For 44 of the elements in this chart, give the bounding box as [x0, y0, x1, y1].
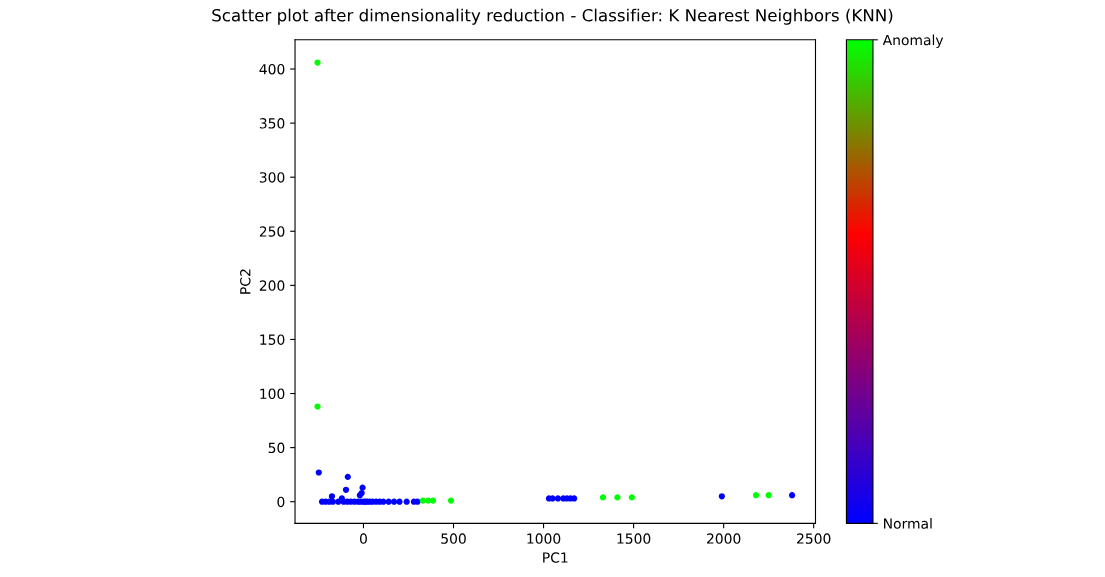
- point: [599, 494, 607, 501]
- point: [765, 492, 772, 499]
- point: [314, 403, 321, 410]
- color-bar-label: Anomaly: [882, 34, 944, 48]
- point: [328, 493, 336, 500]
- y-tick-label: 250: [259, 226, 285, 237]
- point: [403, 498, 410, 505]
- y-tick-label: 150: [260, 334, 285, 345]
- x-tick-label: 1000: [527, 533, 561, 544]
- y-tick-label: 300: [259, 172, 285, 183]
- point: [385, 498, 392, 505]
- point: [344, 473, 351, 480]
- x-tick-label: 1500: [617, 533, 651, 544]
- y-tick-label: 200: [259, 280, 285, 291]
- chart-title: Scatter plot after dimensionality reduction - Classifier: K Nearest Neighbors (KNN): [212, 8, 893, 25]
- point: [628, 494, 635, 501]
- point: [396, 498, 403, 505]
- point: [752, 492, 760, 499]
- y-tick-label: 0: [277, 496, 285, 508]
- point: [390, 498, 398, 505]
- point: [359, 484, 366, 491]
- point: [549, 495, 556, 502]
- point: [571, 495, 578, 502]
- x-axis-title: PC1: [543, 552, 568, 563]
- point: [429, 497, 437, 504]
- y-tick-label: 350: [259, 118, 285, 129]
- y-axis-title: PC2: [240, 269, 251, 294]
- color-bar-label: Normal: [884, 518, 932, 529]
- x-tick-label: 500: [441, 533, 466, 544]
- point: [314, 59, 321, 66]
- point: [447, 497, 455, 504]
- point: [788, 492, 796, 499]
- point: [342, 486, 350, 493]
- x-tick-label: 0: [359, 533, 367, 544]
- point: [315, 469, 322, 476]
- x-tick-label: 2500: [797, 533, 831, 544]
- point: [380, 498, 387, 505]
- point: [414, 498, 421, 505]
- y-tick-label: 50: [268, 442, 285, 454]
- y-tick-label: 400: [259, 63, 285, 75]
- point: [614, 494, 621, 501]
- point: [718, 493, 725, 500]
- y-tick-label: 100: [260, 388, 285, 400]
- x-tick-label: 2000: [706, 533, 741, 544]
